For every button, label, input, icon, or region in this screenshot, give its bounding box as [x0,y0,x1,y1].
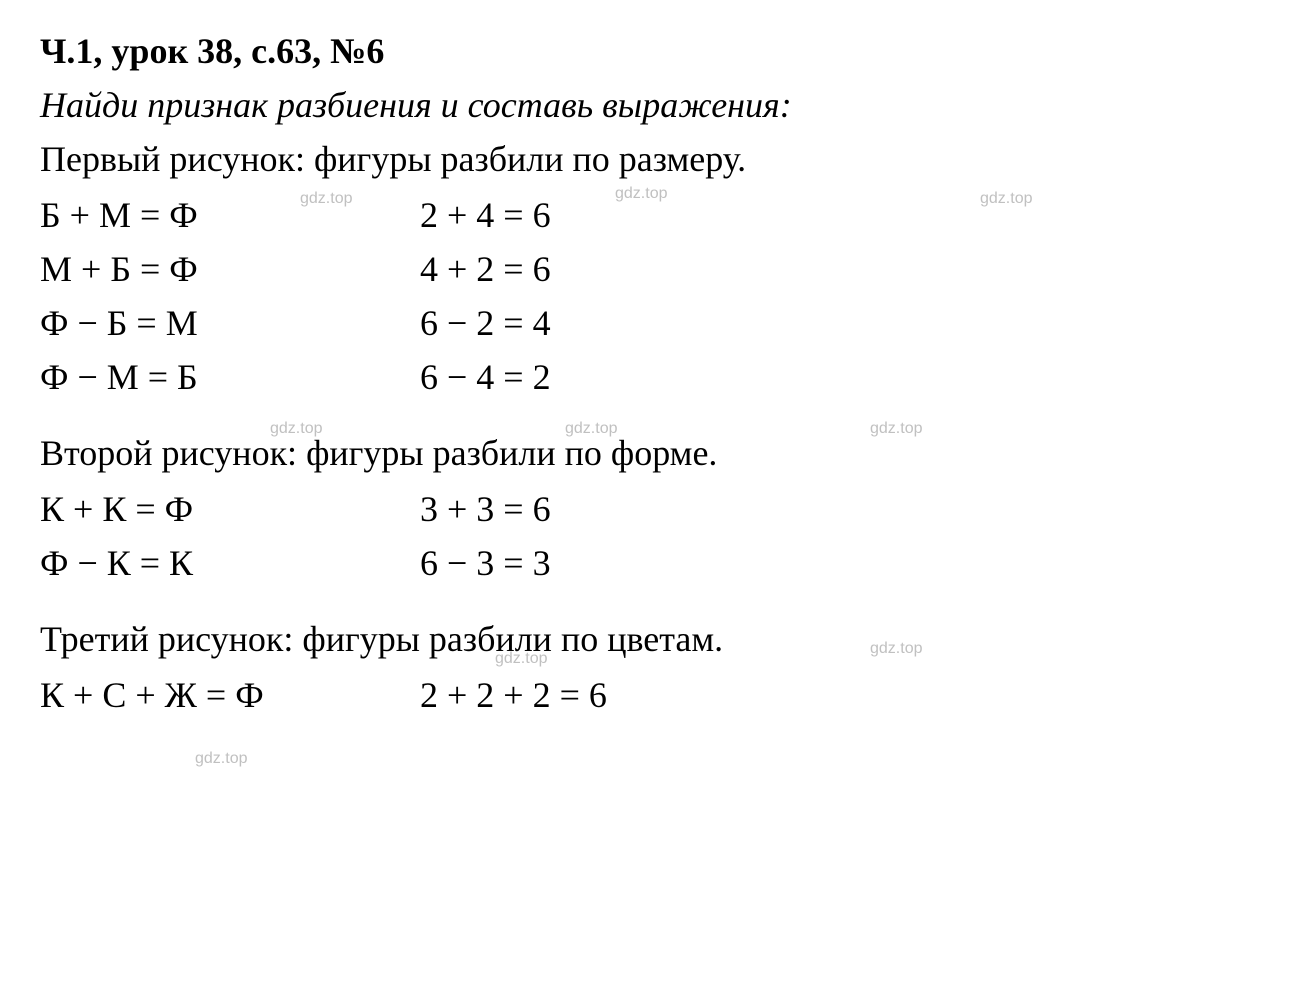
section1-description: Первый рисунок: фигуры разбили по размер… [40,138,1262,180]
equation-row: Б + М = Ф 2 + 4 = 6 [40,188,1262,242]
equation-right: 6 − 2 = 4 [420,296,800,350]
equation-right: 2 + 2 + 2 = 6 [420,668,800,722]
equation-right: 6 − 3 = 3 [420,536,800,590]
page-header: Ч.1, урок 38, с.63, №6 [40,30,1262,72]
equation-right: 4 + 2 = 6 [420,242,800,296]
section2-equations: К + К = Ф 3 + 3 = 6 Ф − К = К 6 − 3 = 3 [40,482,1262,590]
equation-row: Ф − К = К 6 − 3 = 3 [40,536,1262,590]
equation-left: М + Б = Ф [40,242,420,296]
equation-row: К + К = Ф 3 + 3 = 6 [40,482,1262,536]
equation-left: К + С + Ж = Ф [40,668,420,722]
equation-row: Ф − Б = М 6 − 2 = 4 [40,296,1262,350]
section2-description: Второй рисунок: фигуры разбили по форме. [40,432,1262,474]
section3-equations: К + С + Ж = Ф 2 + 2 + 2 = 6 [40,668,1262,722]
watermark: gdz.top [195,750,247,768]
equation-row: К + С + Ж = Ф 2 + 2 + 2 = 6 [40,668,1262,722]
equation-left: Ф − М = Б [40,350,420,404]
section3-description: Третий рисунок: фигуры разбили по цветам… [40,618,1262,660]
equation-left: Ф − К = К [40,536,420,590]
equation-row: Ф − М = Б 6 − 4 = 2 [40,350,1262,404]
equation-row: М + Б = Ф 4 + 2 = 6 [40,242,1262,296]
equation-right: 2 + 4 = 6 [420,188,800,242]
equation-right: 6 − 4 = 2 [420,350,800,404]
section1-equations: Б + М = Ф 2 + 4 = 6 М + Б = Ф 4 + 2 = 6 … [40,188,1262,404]
equation-right: 3 + 3 = 6 [420,482,800,536]
equation-left: Ф − Б = М [40,296,420,350]
equation-left: К + К = Ф [40,482,420,536]
instruction-text: Найди признак разбиения и составь выраже… [40,84,1262,126]
equation-left: Б + М = Ф [40,188,420,242]
